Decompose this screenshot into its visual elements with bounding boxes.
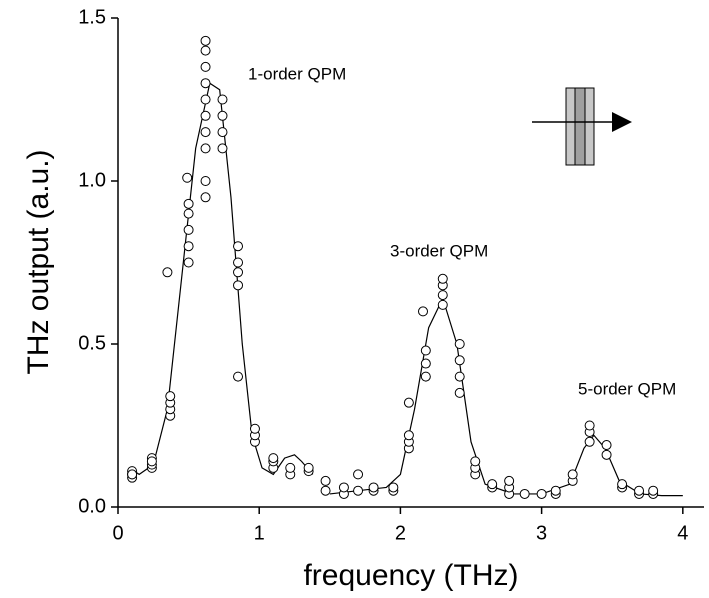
data-point xyxy=(536,488,547,499)
data-point xyxy=(165,391,176,402)
data-point xyxy=(584,420,595,431)
y-axis-label: THz output (a.u.) xyxy=(22,149,55,374)
data-point xyxy=(217,110,228,121)
data-point xyxy=(303,462,314,473)
x-tick-label: 0 xyxy=(112,522,123,544)
data-point xyxy=(233,280,244,291)
data-point xyxy=(233,371,244,382)
data-point xyxy=(200,94,211,105)
arrow-head xyxy=(612,112,632,132)
data-point xyxy=(601,440,612,451)
data-point xyxy=(200,35,211,46)
data-point xyxy=(648,485,659,496)
annotation: 3-order QPM xyxy=(390,241,488,260)
data-point xyxy=(200,192,211,203)
data-point xyxy=(200,143,211,154)
data-point xyxy=(200,61,211,72)
x-tick-label: 4 xyxy=(677,522,688,544)
data-point xyxy=(420,371,431,382)
data-point xyxy=(584,436,595,447)
data-point xyxy=(567,469,578,480)
x-tick-label: 2 xyxy=(395,522,406,544)
data-point xyxy=(285,462,296,473)
annotation: 5-order QPM xyxy=(578,379,676,398)
data-point xyxy=(233,241,244,252)
data-point xyxy=(320,475,331,486)
data-point xyxy=(233,257,244,268)
data-point xyxy=(454,355,465,366)
data-point xyxy=(403,430,414,441)
data-point xyxy=(418,306,429,317)
data-point xyxy=(200,127,211,138)
data-point xyxy=(200,45,211,56)
data-point xyxy=(504,475,515,486)
data-point xyxy=(470,456,481,467)
data-point xyxy=(268,453,279,464)
data-point xyxy=(454,339,465,349)
data-point xyxy=(183,241,194,252)
data-point xyxy=(420,345,431,356)
data-point xyxy=(320,485,331,496)
data-point xyxy=(519,488,530,499)
y-tick-label: 0.5 xyxy=(78,332,106,354)
data-point xyxy=(338,482,349,493)
x-tick-label: 1 xyxy=(254,522,265,544)
data-point xyxy=(233,267,244,278)
data-point xyxy=(353,469,364,480)
x-axis-label: frequency (THz) xyxy=(303,559,518,592)
data-point xyxy=(601,449,612,460)
data-point xyxy=(420,358,431,369)
data-point xyxy=(217,127,228,138)
inset-icon xyxy=(532,87,632,166)
data-point xyxy=(183,257,194,268)
data-point xyxy=(183,208,194,219)
data-point xyxy=(437,290,448,301)
data-point xyxy=(403,397,414,408)
x-tick-label: 3 xyxy=(536,522,547,544)
crystal-layer xyxy=(565,87,576,166)
data-point xyxy=(437,299,448,310)
data-point xyxy=(162,267,173,278)
fit-line xyxy=(128,82,683,497)
data-point xyxy=(146,456,157,467)
y-tick-label: 1.5 xyxy=(78,6,106,28)
data-point xyxy=(454,387,465,398)
data-point xyxy=(634,485,645,496)
data-point xyxy=(437,273,448,284)
y-tick-label: 1.0 xyxy=(78,169,106,191)
data-point xyxy=(550,485,561,496)
annotation: 1-order QPM xyxy=(248,64,346,83)
y-tick-label: 0.0 xyxy=(78,495,106,517)
data-point xyxy=(217,143,228,154)
data-point xyxy=(249,423,260,434)
data-point xyxy=(200,78,211,89)
crystal-layer xyxy=(584,87,595,166)
data-point xyxy=(617,479,628,490)
data-point xyxy=(217,94,228,105)
data-point xyxy=(388,482,399,493)
data-point xyxy=(487,479,498,490)
data-point xyxy=(353,485,364,496)
data-point xyxy=(200,110,211,121)
data-point xyxy=(183,198,194,209)
data-point xyxy=(182,172,193,183)
data-point xyxy=(127,469,138,480)
data-point xyxy=(200,176,211,186)
data-point xyxy=(368,482,379,493)
data-point xyxy=(183,224,194,235)
crystal-layer xyxy=(574,87,586,166)
data-point xyxy=(454,371,465,382)
